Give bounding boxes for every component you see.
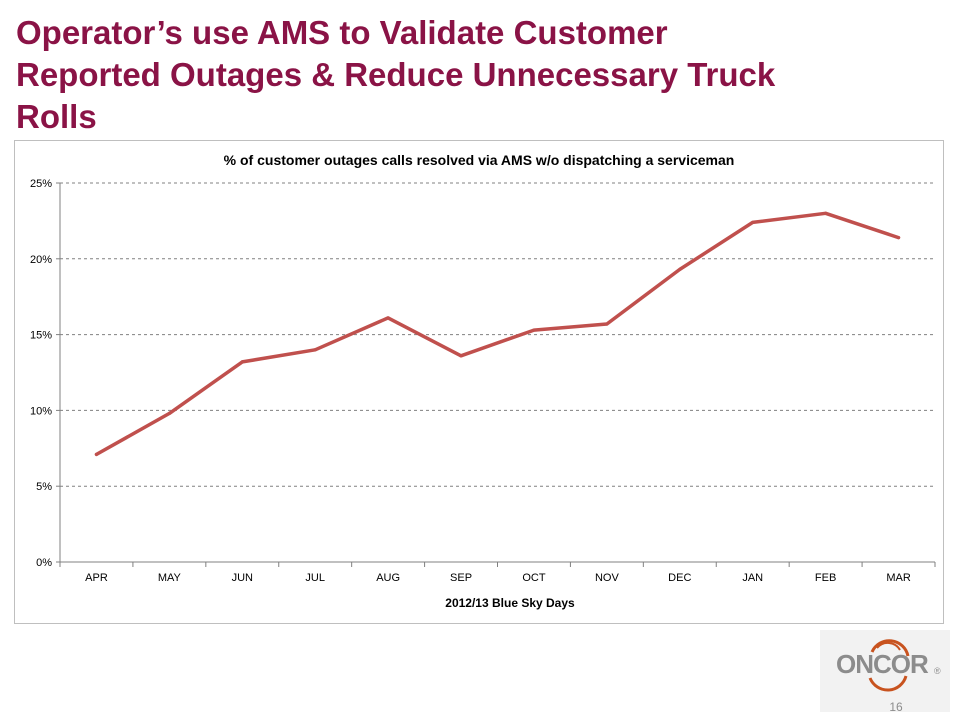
x-tick-labels: APR MAY JUN JUL AUG SEP OCT NOV DEC JAN FEB MAR: [85, 572, 911, 584]
data-point: [240, 360, 244, 364]
oncor-logo: ONCOR ®: [820, 630, 950, 712]
data-point: [313, 348, 317, 352]
line-chart: % of customer outages calls resolved via…: [30, 152, 936, 610]
series-layer: [94, 211, 901, 457]
data-point: [459, 354, 463, 358]
x-tick-label: NOV: [595, 572, 620, 584]
x-axis-title: 2012/13 Blue Sky Days: [445, 596, 575, 610]
x-tick-label: OCT: [522, 572, 546, 584]
chart-container: % of customer outages calls resolved via…: [14, 140, 944, 624]
title-line-2: Reported Outages & Reduce Unnecessary Tr…: [16, 56, 776, 93]
y-tick-label: 25%: [30, 178, 52, 190]
x-tick-label: MAR: [886, 572, 911, 584]
y-tick-label: 0%: [36, 557, 52, 569]
x-tick-label: JAN: [742, 572, 763, 584]
x-tick-label: APR: [85, 572, 108, 584]
title-line-1: Operator’s use AMS to Validate Customer: [16, 14, 668, 51]
data-point: [678, 267, 682, 272]
data-point: [386, 316, 390, 320]
series-line: [94, 211, 901, 457]
x-tick-label: JUL: [305, 572, 325, 584]
axes: [56, 182, 936, 567]
data-point: [167, 411, 171, 416]
chart-title: % of customer outages calls resolved via…: [224, 152, 735, 168]
logo-text: ONCOR: [836, 649, 929, 679]
y-tick-label: 10%: [30, 405, 52, 417]
y-tick-label: 5%: [36, 481, 52, 493]
y-tick-labels: 0% 5% 10% 15% 20% 25%: [30, 178, 52, 569]
title-line-3: Rolls: [16, 98, 97, 135]
x-tick-label: SEP: [450, 572, 472, 584]
data-point: [896, 235, 901, 240]
slide-title: Operator’s use AMS to Validate Customer …: [16, 12, 946, 138]
y-tick-label: 20%: [30, 254, 52, 266]
data-point: [605, 322, 609, 326]
x-tick-label: JUN: [232, 572, 253, 584]
data-point: [94, 452, 99, 456]
y-tick-label: 15%: [30, 330, 52, 342]
data-point: [532, 328, 536, 332]
data-point: [824, 211, 828, 215]
logo-ring-icon: [868, 639, 910, 692]
data-point: [751, 220, 755, 225]
x-tick-label: DEC: [668, 572, 691, 584]
logo-registered-mark: ®: [934, 666, 941, 676]
gridlines: [60, 182, 935, 487]
oncor-logo-mark: ONCOR ®: [836, 639, 941, 692]
page-number: 16: [889, 700, 903, 714]
x-tick-label: AUG: [376, 572, 400, 584]
x-tick-label: FEB: [815, 572, 836, 584]
x-tick-label: MAY: [158, 572, 182, 584]
